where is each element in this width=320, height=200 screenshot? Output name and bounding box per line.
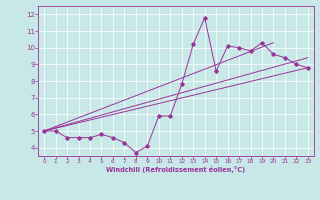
X-axis label: Windchill (Refroidissement éolien,°C): Windchill (Refroidissement éolien,°C) — [106, 166, 246, 173]
